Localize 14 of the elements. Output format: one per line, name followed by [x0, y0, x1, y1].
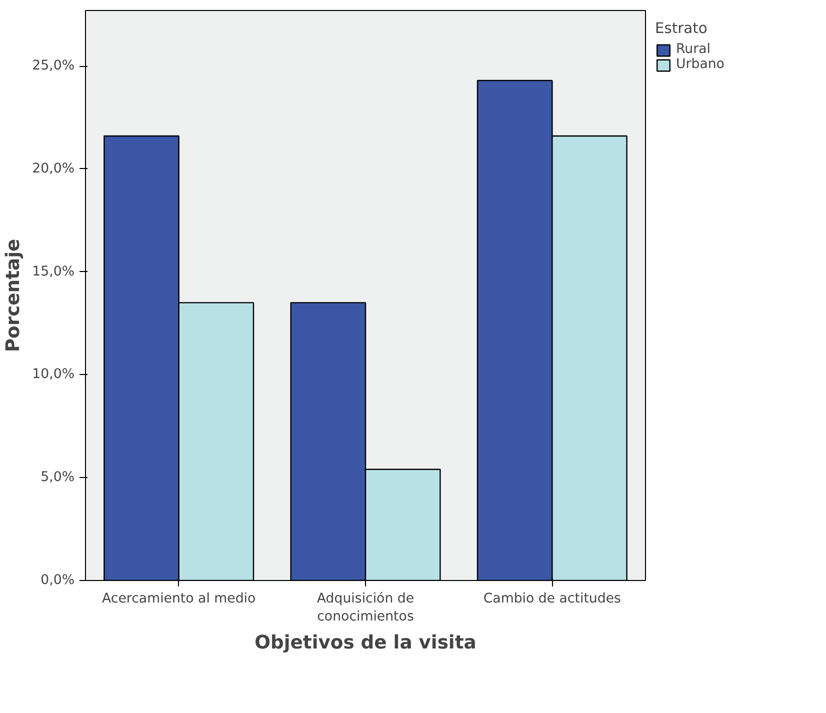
- x-tick-label: Cambio de actitudes: [483, 592, 622, 606]
- y-axis-title: Porcentaje: [3, 238, 24, 352]
- y-tick-label: 20,0%: [32, 161, 75, 176]
- y-tick-label: 25,0%: [32, 58, 75, 74]
- legend-title: Estrato: [655, 20, 708, 37]
- y-tick-label: 15,0%: [32, 264, 75, 280]
- y-tick-label: 10,0%: [32, 367, 75, 382]
- legend-label: Urbano: [676, 57, 724, 72]
- x-tick-label: Acercamiento al medio: [102, 592, 256, 606]
- x-axis-title: Objetivos de la visita: [254, 632, 476, 654]
- legend-label: Rural: [676, 42, 710, 57]
- y-tick-label: 0,0%: [40, 573, 75, 588]
- x-tick-label: Adquisición de conocimientos: [316, 592, 414, 624]
- y-tick-label: 5,0%: [40, 470, 75, 486]
